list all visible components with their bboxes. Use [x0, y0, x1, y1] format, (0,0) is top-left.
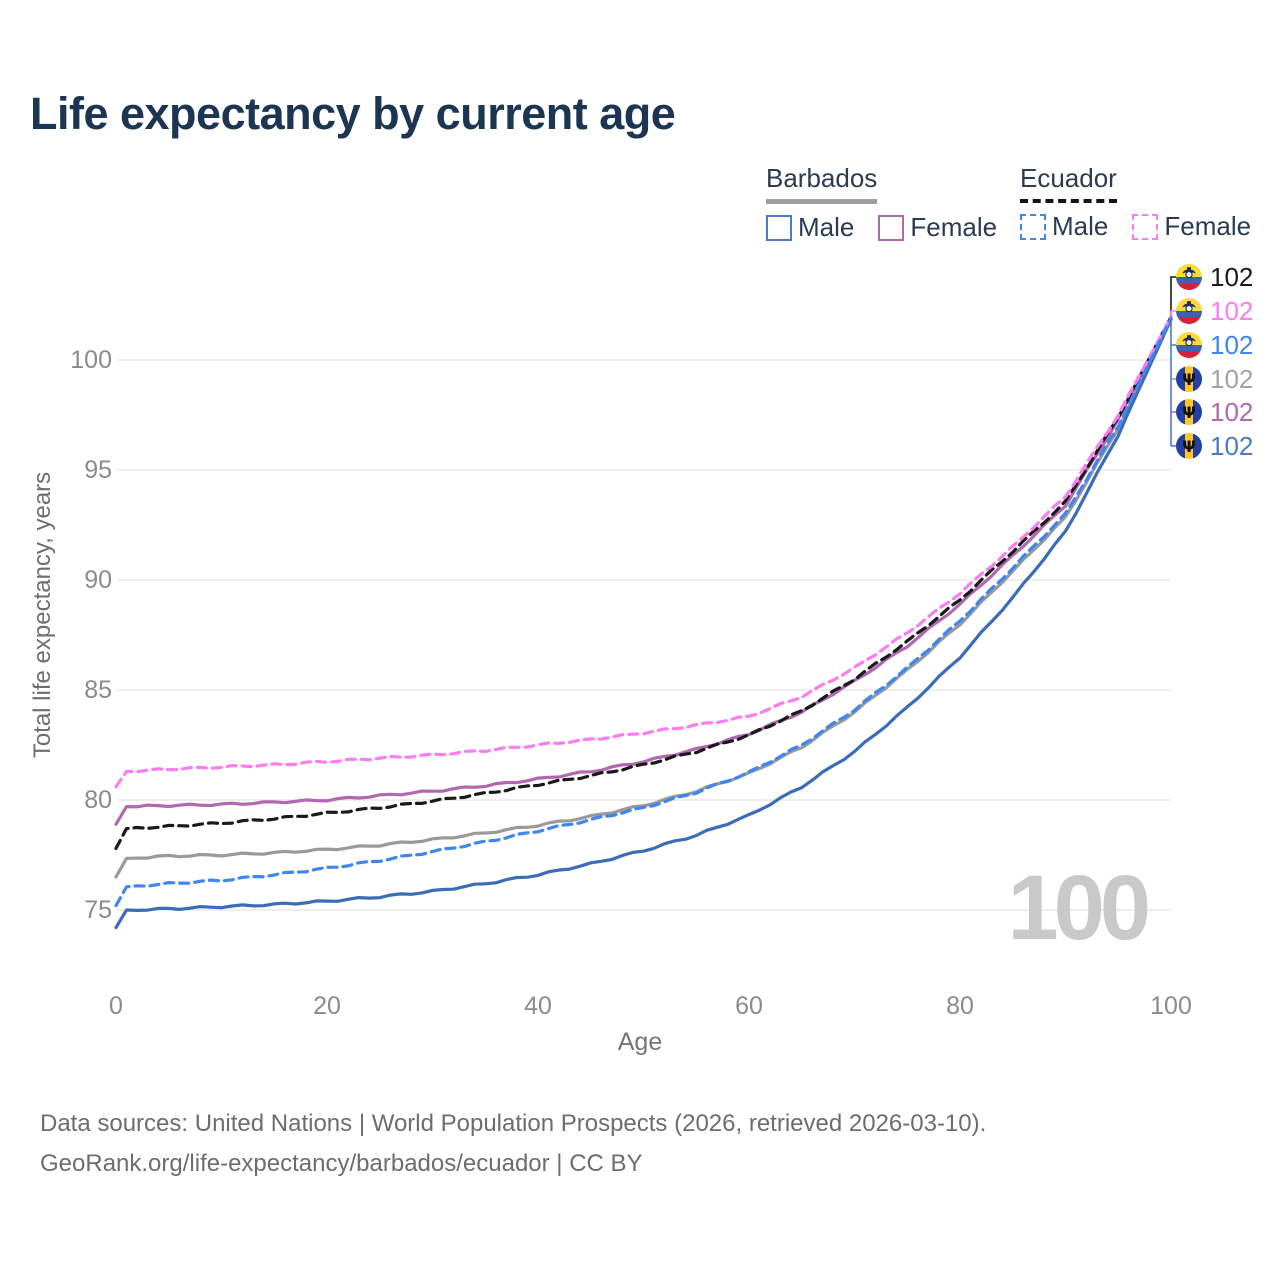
- barbados-flag-icon: [1176, 399, 1202, 425]
- barbados-male-swatch: [766, 214, 792, 241]
- x-tick-0: 0: [109, 992, 123, 1020]
- ecuador-male-swatch: [1020, 213, 1046, 240]
- legend-header-ecuador[interactable]: Ecuador: [1020, 163, 1117, 203]
- legend-item-barbados-female[interactable]: Female: [878, 212, 997, 243]
- end-label-ecuador-total: 102: [1176, 260, 1253, 294]
- legend-label: Female: [1164, 211, 1252, 241]
- data-sources-text: Data sources: United Nations | World Pop…: [40, 1110, 987, 1137]
- y-tick-100: 100: [70, 346, 112, 374]
- barbados-female-swatch: [878, 214, 905, 241]
- ecuador-female-swatch: [1132, 213, 1159, 240]
- ecuador-flag-icon: [1176, 264, 1202, 290]
- page-title: Life expectancy by current age: [30, 88, 676, 139]
- legend-group-ecuador: Ecuador Male Female: [1020, 163, 1267, 242]
- y-tick-75: 75: [84, 896, 112, 924]
- ecuador-flag-icon: [1176, 298, 1202, 324]
- legend-item-barbados-male[interactable]: Male: [766, 212, 854, 243]
- end-label-barbados-female: 102: [1176, 395, 1253, 429]
- legend-group-barbados: Barbados Male Female: [766, 163, 1013, 243]
- x-tick-20: 20: [313, 992, 341, 1020]
- end-label-ecuador-female: 102: [1176, 294, 1253, 328]
- x-axis-title: Age: [617, 1028, 663, 1056]
- ecuador-flag-icon: [1176, 332, 1202, 358]
- barbados-flag-icon: [1176, 366, 1202, 392]
- legend-label: Male: [798, 212, 855, 242]
- end-value: 102: [1210, 296, 1254, 326]
- end-value: 102: [1210, 364, 1254, 394]
- end-value: 102: [1210, 330, 1254, 360]
- age-counter-watermark: 100: [1007, 857, 1151, 959]
- legend-label: Male: [1052, 211, 1109, 241]
- end-label-barbados-male: 102: [1176, 429, 1253, 463]
- end-label-ecuador-male: 102: [1176, 328, 1253, 362]
- end-value: 102: [1210, 431, 1254, 461]
- end-value: 102: [1210, 397, 1254, 427]
- legend-item-ecuador-male[interactable]: Male: [1020, 211, 1108, 242]
- x-tick-40: 40: [524, 992, 552, 1020]
- legend-header-barbados[interactable]: Barbados: [766, 163, 878, 204]
- x-tick-80: 80: [946, 992, 974, 1020]
- y-tick-80: 80: [84, 786, 112, 814]
- end-value: 102: [1210, 262, 1254, 292]
- legend-label: Female: [910, 212, 998, 242]
- barbados-flag-icon: [1176, 433, 1202, 459]
- x-tick-60: 60: [735, 992, 763, 1020]
- y-tick-85: 85: [84, 676, 112, 704]
- y-tick-95: 95: [84, 456, 112, 484]
- y-tick-90: 90: [84, 566, 112, 594]
- attribution-link-text[interactable]: GeoRank.org/life-expectancy/barbados/ecu…: [40, 1150, 643, 1177]
- end-label-barbados-total: 102: [1176, 362, 1253, 396]
- legend-item-ecuador-female[interactable]: Female: [1132, 211, 1251, 242]
- x-tick-100: 100: [1150, 992, 1192, 1020]
